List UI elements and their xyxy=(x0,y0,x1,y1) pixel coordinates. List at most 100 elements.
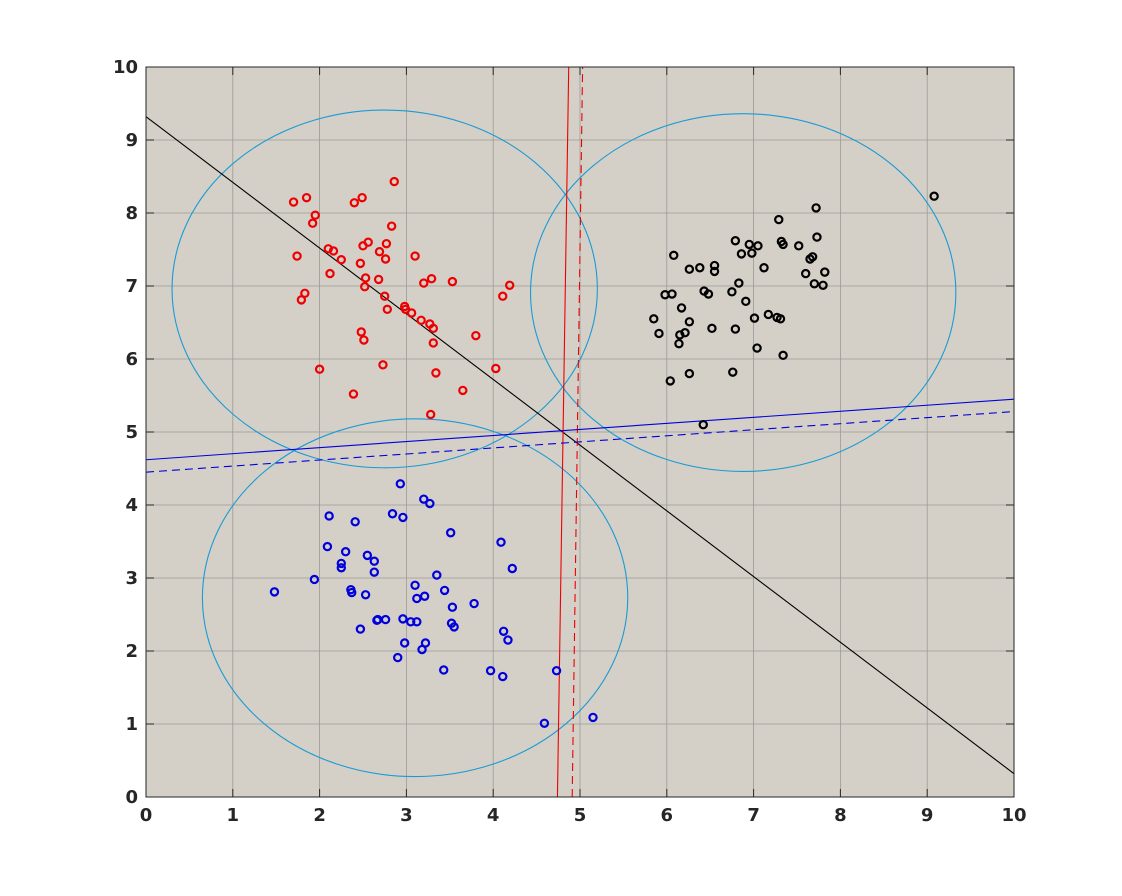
x-tick-label: 8 xyxy=(834,805,847,826)
black-point xyxy=(695,263,705,273)
red-point xyxy=(349,198,360,208)
x-tick-label: 6 xyxy=(661,805,674,826)
y-tick-label: 1 xyxy=(125,714,138,735)
red-point xyxy=(410,251,420,261)
black-point xyxy=(707,323,717,334)
red-point xyxy=(428,338,439,348)
blue-point xyxy=(362,550,373,561)
blue-point xyxy=(507,563,517,574)
red-point xyxy=(348,389,359,399)
red-point xyxy=(431,368,441,378)
black-point xyxy=(749,313,760,323)
red-point xyxy=(363,237,373,247)
blue-point xyxy=(551,666,562,676)
red-point xyxy=(471,330,481,341)
blue-point xyxy=(369,556,379,566)
black-point xyxy=(929,191,939,201)
y-tick-label: 8 xyxy=(125,203,138,224)
black-point xyxy=(763,309,774,320)
blue-boundary-line xyxy=(146,398,1014,461)
black-point xyxy=(684,317,695,327)
x-tick-label: 3 xyxy=(400,805,413,826)
black-point xyxy=(649,314,659,324)
y-tick-label: 4 xyxy=(125,495,138,516)
black-point xyxy=(778,350,788,361)
black-point xyxy=(667,289,677,299)
red-point xyxy=(426,409,436,420)
black-point xyxy=(709,260,720,271)
y-tick-label: 5 xyxy=(125,422,138,443)
blue-point xyxy=(496,537,506,547)
y-tick-label: 6 xyxy=(125,349,138,370)
blue-point xyxy=(380,614,391,625)
red-point xyxy=(355,258,366,269)
red-point xyxy=(378,360,388,370)
blue-boundary-dashed-line xyxy=(146,411,1014,473)
y-tick-label: 3 xyxy=(125,568,138,589)
black-point xyxy=(753,241,763,251)
black-point xyxy=(818,280,828,290)
red-point xyxy=(389,176,399,187)
blue-point xyxy=(425,498,435,509)
cluster-circle-2 xyxy=(529,113,957,472)
red-boundary-line xyxy=(556,67,570,797)
blue-point xyxy=(412,617,422,627)
blue-point xyxy=(395,479,406,489)
black-point xyxy=(680,328,690,338)
red-point xyxy=(458,385,468,396)
red-point xyxy=(301,192,312,203)
blue-point xyxy=(432,570,442,580)
black-boundary-line xyxy=(146,116,1014,775)
red-point xyxy=(359,335,369,345)
black-point xyxy=(812,232,822,242)
red-point xyxy=(498,291,508,301)
red-point xyxy=(374,246,385,257)
x-tick-label: 1 xyxy=(227,805,240,826)
black-point xyxy=(744,239,754,250)
blue-point xyxy=(439,585,450,596)
red-point xyxy=(292,251,302,261)
blue-point xyxy=(309,574,320,585)
blue-point xyxy=(469,598,479,609)
blue-point xyxy=(269,587,280,597)
black-point xyxy=(741,296,751,307)
black-point xyxy=(807,252,818,262)
blue-point xyxy=(412,593,422,604)
black-point xyxy=(665,376,675,386)
x-tick-label: 9 xyxy=(921,805,934,826)
blue-point xyxy=(419,494,429,504)
blue-point xyxy=(399,638,410,648)
blue-point xyxy=(347,587,357,598)
red-point xyxy=(360,282,370,292)
red-point xyxy=(328,246,339,256)
red-point xyxy=(310,210,320,220)
red-point xyxy=(296,295,307,305)
x-tick-label: 7 xyxy=(747,805,760,826)
blue-point xyxy=(419,591,430,601)
red-point xyxy=(381,238,392,249)
blue-point xyxy=(398,512,408,523)
blue-point xyxy=(340,547,351,557)
red-point xyxy=(419,278,429,288)
red-point xyxy=(307,218,318,228)
red-point xyxy=(314,364,325,374)
blue-point xyxy=(360,590,371,600)
red-point xyxy=(356,327,366,337)
red-point xyxy=(382,304,393,315)
blue-point xyxy=(393,652,403,663)
blue-point xyxy=(369,567,379,577)
blue-point xyxy=(336,558,346,569)
y-tick-label: 0 xyxy=(125,787,138,808)
blue-point xyxy=(539,718,550,728)
black-point xyxy=(684,368,695,379)
red-point xyxy=(380,291,390,301)
blue-point xyxy=(445,528,456,538)
red-point xyxy=(325,268,335,279)
black-point xyxy=(759,263,769,273)
blue-point xyxy=(498,671,508,682)
red-point xyxy=(406,308,417,318)
red-point xyxy=(491,363,501,374)
black-point xyxy=(811,203,821,213)
blue-point xyxy=(447,602,458,612)
